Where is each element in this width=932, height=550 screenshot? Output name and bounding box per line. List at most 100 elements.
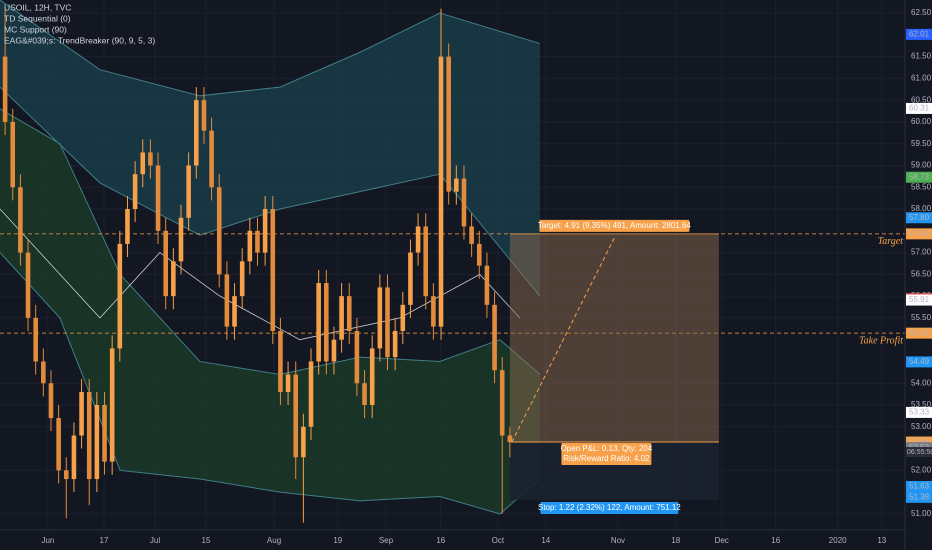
candle-body: [438, 56, 444, 327]
band-upper-line: [0, 0, 541, 97]
candle-body: [362, 383, 367, 406]
price-tag-label: 55.15: [909, 328, 930, 337]
price-tag-label: 52.65: [909, 437, 930, 446]
basis-line: [0, 208, 521, 341]
price-tag-label: 55.91: [909, 295, 930, 304]
candle-body: [132, 174, 138, 210]
band-area: [0, 0, 540, 297]
rr-label: Risk/Reward Ratio: 4.02: [563, 454, 650, 463]
candle-body: [392, 330, 398, 358]
y-tick-label: 59.50: [911, 139, 932, 148]
x-tick-label: 17: [100, 536, 109, 545]
price-tag: [906, 294, 932, 306]
y-tick-label: 59.00: [911, 161, 932, 170]
price-tag: [906, 356, 932, 368]
price-tag: [906, 480, 932, 492]
rr-label-box: [561, 453, 652, 466]
y-tick-label: 60.50: [911, 95, 932, 104]
y-tick-label: 53.00: [911, 422, 932, 431]
stop-label-box: [540, 501, 679, 514]
price-tag-label: 60.31: [909, 104, 930, 113]
x-tick-label: 15: [202, 536, 211, 545]
candle-body: [155, 165, 161, 231]
candle-body: [216, 187, 222, 275]
candle-body: [56, 418, 61, 471]
x-tick-label: 14: [541, 536, 550, 545]
legend-line: MC Support (90): [4, 24, 67, 34]
stop-label: Stop: 1.22 (2.32%) 122, Amount: 751.12: [538, 503, 681, 512]
candle-body: [339, 296, 344, 340]
candle-body: [316, 283, 321, 362]
countdown-box: [906, 447, 932, 458]
x-tick-label: 16: [436, 536, 445, 545]
candle-body: [408, 252, 413, 305]
candle-body: [178, 217, 184, 262]
candle-body: [86, 391, 92, 480]
price-tag: [906, 491, 932, 503]
price-tag: [906, 436, 932, 448]
legend-line: USOIL, 12H, TVC: [4, 2, 71, 12]
price-tag: [906, 171, 932, 183]
candle-body: [255, 230, 260, 253]
x-tick-label: Aug: [267, 536, 281, 545]
overlay: Target Take Profit Target: 4.91 (9.35%) 49…: [4, 2, 903, 514]
candle-body: [308, 361, 314, 427]
candle-body: [33, 317, 38, 362]
target-label: Target: 4.91 (9.35%) 491, Amount: 2801.6…: [538, 221, 692, 230]
candle-body: [125, 209, 130, 244]
candle-body: [171, 261, 176, 297]
price-tag-label: 53.33: [909, 408, 930, 417]
projection-arrow: [511, 237, 615, 443]
candle-body: [163, 230, 168, 297]
candle-body: [400, 304, 406, 331]
candle-body: [94, 405, 100, 480]
plot-area: [0, 0, 905, 530]
price-tag: [906, 406, 932, 418]
candle-body: [2, 56, 8, 122]
y-tick-label: 51.00: [911, 509, 932, 518]
candle-body: [346, 296, 352, 331]
y-tick-label: 54.00: [911, 378, 932, 387]
price-tag: [906, 212, 932, 224]
y-tick-label: 60.00: [911, 117, 932, 126]
candle-body: [10, 121, 16, 188]
candle-body: [324, 283, 329, 362]
candle-body: [415, 226, 421, 253]
candle-body: [492, 304, 497, 371]
target-label-box: [539, 219, 690, 232]
candle-body: [476, 243, 482, 266]
candle-body: [331, 339, 337, 362]
candle-body: [301, 426, 306, 458]
candle-body: [423, 226, 429, 297]
y-tick-label: 58.50: [911, 182, 932, 191]
candle-body: [201, 100, 207, 131]
candle-body: [377, 287, 383, 349]
x-tick-label: Jun: [41, 536, 54, 545]
candle-body: [354, 330, 360, 384]
x-tick-label: 18: [671, 536, 680, 545]
pnl-label-box: [561, 443, 652, 456]
candle-body: [102, 405, 107, 462]
x-tick-label: Dec: [715, 536, 729, 545]
candle-body: [461, 178, 467, 227]
candle-body: [369, 348, 375, 406]
candle-body: [25, 252, 31, 318]
price-tag-label: 51.63: [909, 482, 930, 491]
y-tick-label: 61.50: [911, 52, 932, 61]
x-tick-label: 13: [877, 536, 886, 545]
candle-body: [63, 470, 69, 480]
candle-body: [209, 130, 214, 188]
price-tag-label: 57.43: [909, 229, 930, 238]
candle-body: [278, 330, 283, 392]
candle-body: [117, 243, 123, 349]
candle-body: [293, 374, 299, 458]
candle-body: [247, 230, 253, 262]
y-tick-label: 58.00: [911, 204, 932, 213]
y-tick-label: 55.50: [911, 313, 932, 322]
band-lower-line: [0, 252, 541, 515]
x-tick-label: Sep: [379, 536, 394, 545]
x-tick-label: Jul: [150, 536, 160, 545]
candle-body: [140, 152, 146, 175]
candle-body: [239, 261, 245, 297]
